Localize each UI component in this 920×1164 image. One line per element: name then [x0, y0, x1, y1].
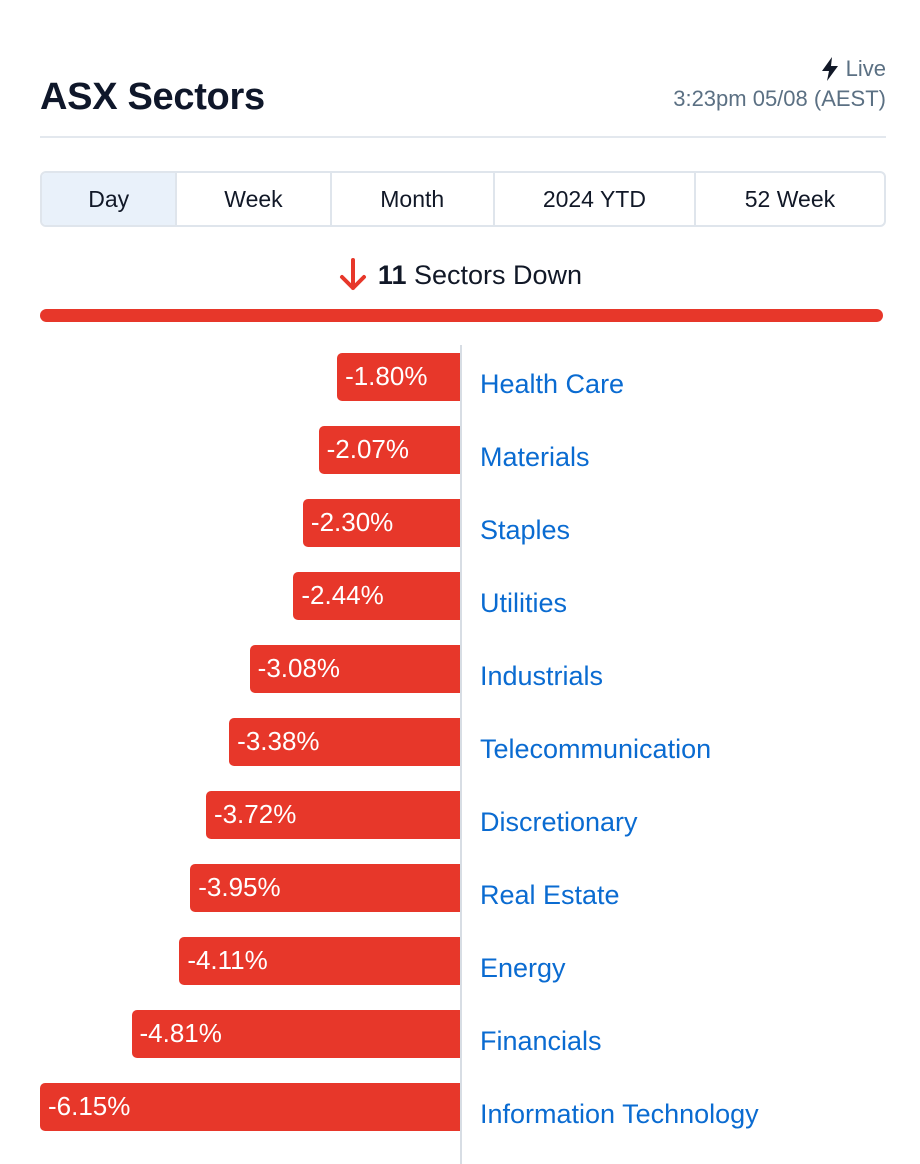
- page-title: ASX Sectors: [40, 76, 265, 118]
- sector-bar[interactable]: [302, 499, 460, 547]
- sector-row: -3.08% Industrials: [0, 645, 920, 693]
- sector-name-link[interactable]: Industrials: [480, 661, 604, 691]
- sector-value-label: -2.07%: [326, 434, 410, 464]
- sector-row: -3.38% Telecommunication: [0, 718, 920, 766]
- sector-row: -2.30% Staples: [0, 499, 920, 547]
- lightning-bolt-icon: [821, 57, 838, 81]
- live-indicator: Live: [820, 56, 886, 82]
- sector-bar[interactable]: [205, 791, 460, 839]
- sector-name-link[interactable]: Health Care: [480, 369, 625, 399]
- sector-value-label: -6.15%: [48, 1091, 131, 1121]
- sector-name-link[interactable]: Information Technology: [480, 1099, 759, 1129]
- sector-bar[interactable]: [249, 645, 460, 693]
- sectors-summary: 11 Sectors Down: [0, 258, 920, 292]
- sector-name-link[interactable]: Staples: [480, 515, 571, 545]
- sectors-down-text: Sectors Down: [413, 259, 583, 290]
- breadth-bar: [40, 309, 883, 322]
- sector-bar[interactable]: [318, 426, 460, 474]
- timestamp: 3:23pm 05/08 (AEST): [673, 86, 886, 111]
- zero-axis-line: [460, 345, 462, 1164]
- sector-value-label: -3.38%: [237, 726, 320, 756]
- sector-bar[interactable]: [179, 937, 460, 985]
- period-tabs: Day Week Month 2024 YTD 52 Week: [40, 171, 886, 227]
- sector-row: -4.81% Financials: [0, 1010, 920, 1058]
- sector-row: -3.95% Real Estate: [0, 864, 920, 912]
- sector-row: -1.80% Health Care: [0, 353, 920, 401]
- sector-bar[interactable]: [229, 718, 460, 766]
- header: ASX Sectors Live 3:23pm 05/08 (AEST): [40, 54, 886, 138]
- arrow-down-icon: [339, 258, 366, 290]
- sector-bar[interactable]: [131, 1010, 460, 1058]
- sectors-down-count: 11: [377, 259, 407, 290]
- sector-name-link[interactable]: Discretionary: [480, 807, 638, 837]
- sector-name-link[interactable]: Financials: [480, 1026, 602, 1056]
- sector-value-label: -2.44%: [301, 580, 384, 610]
- sector-row: -2.07% Materials: [0, 426, 920, 474]
- live-label: Live: [845, 56, 886, 81]
- sector-value-label: -4.81%: [139, 1018, 222, 1048]
- sector-name-link[interactable]: Materials: [480, 442, 590, 472]
- sector-name-link[interactable]: Telecommunication: [480, 734, 712, 764]
- sector-row: -6.15% Information Technology: [0, 1083, 920, 1131]
- sector-value-label: -4.11%: [187, 945, 268, 975]
- sector-bar[interactable]: [190, 864, 460, 912]
- sector-bar[interactable]: [337, 353, 460, 401]
- sector-row: -3.72% Discretionary: [0, 791, 920, 839]
- sector-value-label: -3.95%: [198, 872, 281, 902]
- sector-value-label: -1.80%: [345, 361, 428, 391]
- sector-value-label: -3.08%: [257, 653, 341, 683]
- sector-bar[interactable]: [40, 1083, 460, 1131]
- sector-row: -2.44% Utilities: [0, 572, 920, 620]
- tab-day[interactable]: Day: [42, 173, 178, 225]
- tab-week[interactable]: Week: [177, 173, 332, 225]
- tab-month[interactable]: Month: [332, 173, 495, 225]
- tab-52-week[interactable]: 52 Week: [744, 185, 836, 212]
- sector-name-link[interactable]: Real Estate: [480, 880, 620, 910]
- sector-value-label: -2.30%: [310, 507, 394, 537]
- sector-name-link[interactable]: Utilities: [480, 588, 568, 618]
- sector-value-label: -3.72%: [213, 799, 297, 829]
- sector-name-link[interactable]: Energy: [480, 953, 566, 983]
- sector-bar[interactable]: [293, 572, 460, 620]
- tab-2024-ytd[interactable]: 2024 YTD: [495, 173, 696, 225]
- sector-row: -4.11% Energy: [0, 937, 920, 985]
- sector-bar-chart: -1.80% Health Care -2.07% Materials -2.30% St…: [0, 345, 920, 1164]
